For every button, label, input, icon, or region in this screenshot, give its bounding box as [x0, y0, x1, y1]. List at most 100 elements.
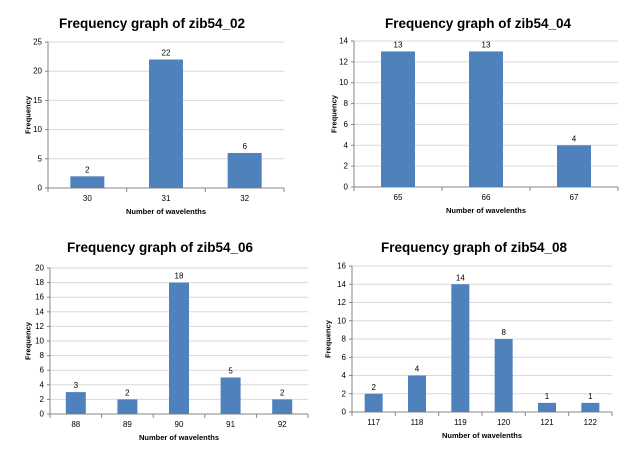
- y-tick-label: 0: [342, 408, 347, 417]
- y-tick-label: 8: [342, 335, 347, 344]
- bar: [538, 402, 556, 412]
- y-tick-label: 2: [344, 162, 349, 171]
- data-label: 3: [74, 381, 79, 390]
- bar: [227, 152, 262, 188]
- y-tick-label: 8: [344, 99, 349, 108]
- chart-zib54-06: Frequency graph of zib54_06 Frequency Nu…: [22, 232, 318, 448]
- x-tick-label: 31: [162, 194, 171, 203]
- data-label: 1: [588, 392, 593, 401]
- bar: [117, 399, 138, 414]
- y-tick-label: 25: [33, 38, 42, 47]
- y-tick-label: 0: [38, 184, 43, 193]
- y-axis-label: Frequency: [324, 319, 333, 358]
- data-label: 2: [280, 388, 285, 397]
- bar: [364, 393, 383, 412]
- x-axis-label: Number of wavelenths: [446, 206, 526, 215]
- x-tick-label: 30: [83, 194, 92, 203]
- x-tick-label: 66: [482, 193, 491, 202]
- x-tick-label: 88: [71, 420, 80, 429]
- y-axis-label: Frequency: [24, 95, 33, 134]
- data-label: 1: [545, 392, 550, 401]
- y-tick-label: 2: [40, 395, 45, 404]
- bar: [408, 375, 426, 412]
- bar: [494, 339, 513, 412]
- bar: [70, 176, 105, 188]
- y-tick-label: 10: [337, 316, 346, 325]
- chart-title: Frequency graph of zib54_02: [59, 16, 245, 31]
- bar: [469, 51, 503, 187]
- y-tick-label: 12: [35, 322, 44, 331]
- x-tick-label: 65: [394, 193, 403, 202]
- x-axis-label: Number of wavelenths: [442, 431, 522, 440]
- data-label: 13: [482, 40, 491, 49]
- x-axis-label: Number of wavelenths: [126, 207, 206, 216]
- chart-zib54-04: Frequency graph of zib54_04 Frequency Nu…: [328, 8, 628, 220]
- bar: [149, 59, 183, 188]
- x-tick-label: 89: [123, 420, 132, 429]
- x-tick-label: 119: [454, 418, 467, 427]
- y-tick-label: 0: [344, 183, 349, 192]
- y-tick-label: 4: [344, 141, 349, 150]
- chart-title: Frequency graph of zib54_06: [67, 240, 254, 255]
- y-tick-label: 20: [33, 67, 42, 76]
- y-tick-label: 6: [342, 353, 347, 362]
- y-tick-label: 6: [344, 120, 349, 129]
- y-tick-label: 10: [33, 125, 42, 134]
- y-tick-label: 2: [342, 389, 347, 398]
- data-label: 5: [228, 367, 233, 376]
- bar: [169, 282, 189, 414]
- chart-svg: Frequency graph of zib54_04 Frequency Nu…: [330, 16, 619, 215]
- x-tick-label: 117: [367, 418, 380, 427]
- x-tick-label: 121: [540, 418, 554, 427]
- y-axis-label: Frequency: [330, 94, 339, 133]
- x-tick-label: 32: [240, 194, 249, 203]
- y-tick-label: 5: [38, 154, 43, 163]
- y-tick-label: 0: [40, 410, 45, 419]
- y-tick-label: 6: [40, 366, 45, 375]
- plot-area: 0 2 4 6 8 10 12 14 16 18 20 3 88 2 89 18 90 5 91 2 92: [35, 264, 309, 429]
- y-tick-label: 16: [35, 293, 44, 302]
- chart-svg: Frequency graph of zib54_02 Frequency Nu…: [24, 16, 285, 216]
- y-tick-label: 14: [337, 280, 346, 289]
- x-axis-label: Number of wavelenths: [139, 433, 219, 442]
- data-label: 6: [242, 142, 247, 151]
- y-tick-label: 14: [35, 307, 44, 316]
- x-tick-label: 120: [497, 418, 511, 427]
- y-tick-label: 15: [33, 96, 42, 105]
- plot-area: 0 5 10 15 20 25 2 30 22 31 6 32: [33, 38, 285, 203]
- data-label: 14: [456, 273, 465, 282]
- data-label: 2: [371, 383, 376, 392]
- data-label: 2: [85, 165, 90, 174]
- chart-zib54-02: Frequency graph of zib54_02 Frequency Nu…: [22, 8, 306, 220]
- bar: [272, 399, 293, 414]
- data-label: 8: [501, 328, 506, 337]
- chart-svg: Frequency graph of zib54_08 Frequency Nu…: [324, 240, 613, 440]
- data-label: 4: [415, 365, 420, 374]
- chart-title: Frequency graph of zib54_08: [381, 240, 568, 255]
- y-tick-label: 10: [35, 337, 44, 346]
- y-tick-label: 4: [40, 380, 45, 389]
- bar: [581, 402, 600, 412]
- x-tick-label: 67: [570, 193, 579, 202]
- x-tick-label: 118: [411, 418, 424, 427]
- x-tick-label: 122: [584, 418, 598, 427]
- y-tick-label: 8: [40, 351, 45, 360]
- x-tick-label: 91: [226, 420, 235, 429]
- bar: [65, 392, 86, 414]
- data-label: 22: [162, 49, 171, 58]
- chart-zib54-08: Frequency graph of zib54_08 Frequency Nu…: [322, 232, 630, 448]
- y-tick-label: 14: [339, 37, 348, 46]
- bar: [557, 145, 591, 187]
- bar: [381, 51, 415, 187]
- y-tick-label: 10: [339, 78, 348, 87]
- plot-area: 0 2 4 6 8 10 12 14 16 2 117 4 118 14 119 8 120 1 121 1 122: [337, 262, 613, 427]
- y-tick-label: 16: [337, 262, 346, 271]
- bar: [451, 284, 470, 412]
- x-tick-label: 92: [278, 420, 287, 429]
- y-tick-label: 20: [35, 264, 44, 273]
- chart-title: Frequency graph of zib54_04: [385, 16, 572, 31]
- y-tick-label: 12: [339, 57, 348, 66]
- y-tick-label: 4: [342, 371, 347, 380]
- data-label: 18: [175, 272, 184, 281]
- chart-svg: Frequency graph of zib54_06 Frequency Nu…: [24, 240, 309, 442]
